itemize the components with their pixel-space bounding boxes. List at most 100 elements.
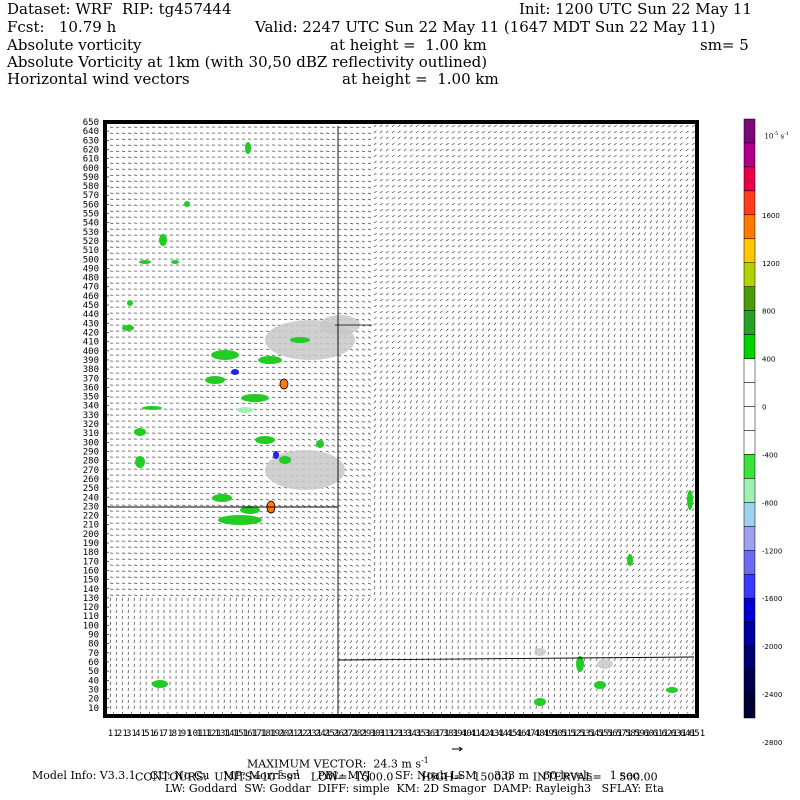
colorbar-tick-label: -1200 <box>762 547 782 555</box>
reflectivity-region-4 <box>534 648 546 656</box>
y-tick-label: 170 <box>83 557 99 567</box>
colorbar-tick-label: -1600 <box>762 595 782 603</box>
y-tick-label: 370 <box>83 374 99 384</box>
field-height-label: at height = 1.00 km <box>330 36 487 54</box>
y-tick-label: 450 <box>83 301 99 311</box>
max-vector-label: MAXIMUM VECTOR: 24.3 m s-1 <box>247 756 429 771</box>
y-tick-label: 40 <box>88 676 99 686</box>
x-tick-label: 471 <box>525 729 541 739</box>
y-tick-label: 120 <box>83 603 99 613</box>
y-tick-label: 490 <box>83 264 99 274</box>
vorticity-cell-14 <box>241 394 269 402</box>
y-tick-label: 380 <box>83 365 99 375</box>
colorbar-tick-label: -2000 <box>762 643 782 651</box>
y-tick-label: 360 <box>83 383 99 393</box>
colorbar-swatch <box>743 478 756 503</box>
y-tick-label: 520 <box>83 237 99 247</box>
x-tick-label: 451 <box>506 729 522 739</box>
vorticity-cell-5 <box>171 260 179 264</box>
colorbar-tick-label: -2800 <box>762 739 782 747</box>
y-tick-label: 510 <box>83 246 99 256</box>
colorbar-swatch <box>743 238 756 264</box>
x-tick-label: 91 <box>181 729 192 739</box>
y-tick-label: 570 <box>83 191 99 201</box>
x-tick-label: 411 <box>470 729 486 739</box>
colorbar-swatch <box>743 142 756 168</box>
vorticity-cell-20 <box>290 337 310 343</box>
max-vorticity-core-1 <box>279 378 289 390</box>
x-tick-label: 271 <box>342 729 358 739</box>
colorbar-tick-label: -400 <box>762 451 778 459</box>
vorticity-cell-7 <box>122 325 134 331</box>
x-tick-label: 241 <box>315 729 331 739</box>
field-description-label: Absolute Vorticity at 1km (with 30,50 dB… <box>7 53 488 71</box>
colorbar-swatch <box>743 310 756 335</box>
colorbar-unit-label: 10-5 s-1 <box>764 131 789 141</box>
model-physics-label: LW: Goddard SW: Goddar DIFF: simple KM: … <box>165 782 664 795</box>
y-tick-label: 390 <box>83 356 99 366</box>
forecast-hour-label: Fcst: 10.79 h <box>7 18 117 36</box>
x-tick-label: 601 <box>643 729 659 739</box>
vorticity-cell-26 <box>627 554 633 566</box>
x-tick-label: 371 <box>433 729 449 739</box>
x-tick-label: 331 <box>397 729 413 739</box>
y-tick-label: 250 <box>83 484 99 494</box>
y-tick-label: 550 <box>83 210 99 220</box>
vorticity-cell-1 <box>245 142 251 154</box>
x-tick-label: 261 <box>333 729 349 739</box>
x-tick-label: 641 <box>680 729 696 739</box>
x-tick-label: 611 <box>652 729 668 739</box>
x-tick-label: 621 <box>662 729 678 739</box>
colorbar-swatch <box>743 334 756 359</box>
x-tick-label: 41 <box>135 729 146 739</box>
x-tick-label: 71 <box>163 729 174 739</box>
colorbar-swatch <box>743 358 756 383</box>
x-tick-label: 511 <box>561 729 577 739</box>
colorbar-tick-label: -2400 <box>762 691 782 699</box>
colorbar-swatch <box>743 382 756 407</box>
x-tick-label: 191 <box>269 729 285 739</box>
x-tick-label: 351 <box>415 729 431 739</box>
colorbar-swatch <box>743 621 756 647</box>
x-tick-label: 181 <box>260 729 276 739</box>
x-tick-label: 131 <box>215 729 231 739</box>
x-tick-label: 431 <box>488 729 504 739</box>
x-tick-label: 571 <box>616 729 632 739</box>
vorticity-cell-16 <box>218 515 262 525</box>
max-vector-arrow <box>452 746 463 752</box>
vorticity-cell-18 <box>240 506 260 514</box>
x-tick-label: 51 <box>144 729 155 739</box>
y-tick-label: 620 <box>83 145 99 155</box>
colorbar-swatch <box>743 645 756 671</box>
colorbar-tick-label: -800 <box>762 499 778 507</box>
y-tick-label: 630 <box>83 136 99 146</box>
field-name-label: Absolute vorticity <box>7 36 142 54</box>
y-tick-label: 530 <box>83 228 99 238</box>
vector-height-label: at height = 1.00 km <box>342 70 499 88</box>
y-tick-label: 610 <box>83 155 99 165</box>
vorticity-cell-29 <box>255 436 275 444</box>
y-tick-label: 110 <box>83 612 99 622</box>
colorbar-swatch <box>743 526 756 551</box>
contours-info-label: CONTOURS: UNITS=10-5 s-1 LOW= -1500.0 HI… <box>135 769 658 784</box>
x-tick-label: 531 <box>579 729 595 739</box>
smoothing-label: sm= 5 <box>700 36 749 54</box>
init-time-label: Init: 1200 UTC Sun 22 May 11 <box>519 0 752 18</box>
dataset-label: Dataset: WRF RIP: tg457444 <box>7 0 232 18</box>
vorticity-cell-12 <box>205 376 225 384</box>
y-tick-label: 140 <box>83 585 99 595</box>
y-tick-label: 150 <box>83 576 99 586</box>
x-tick-label: 561 <box>607 729 623 739</box>
x-tick-label: 631 <box>671 729 687 739</box>
colorbar-swatch <box>743 502 756 527</box>
y-tick-label: 400 <box>83 347 99 357</box>
vorticity-cell-9 <box>134 428 146 436</box>
y-tick-label: 80 <box>88 640 99 650</box>
border-line-south <box>337 656 695 661</box>
colorbar-swatch <box>743 262 756 287</box>
colorbar-swatch <box>743 166 756 192</box>
x-tick-label: 101 <box>187 729 203 739</box>
valid-time-label: Valid: 2247 UTC Sun 22 May 11 (1647 MDT … <box>255 18 716 36</box>
vorticity-cell-4 <box>139 260 151 264</box>
